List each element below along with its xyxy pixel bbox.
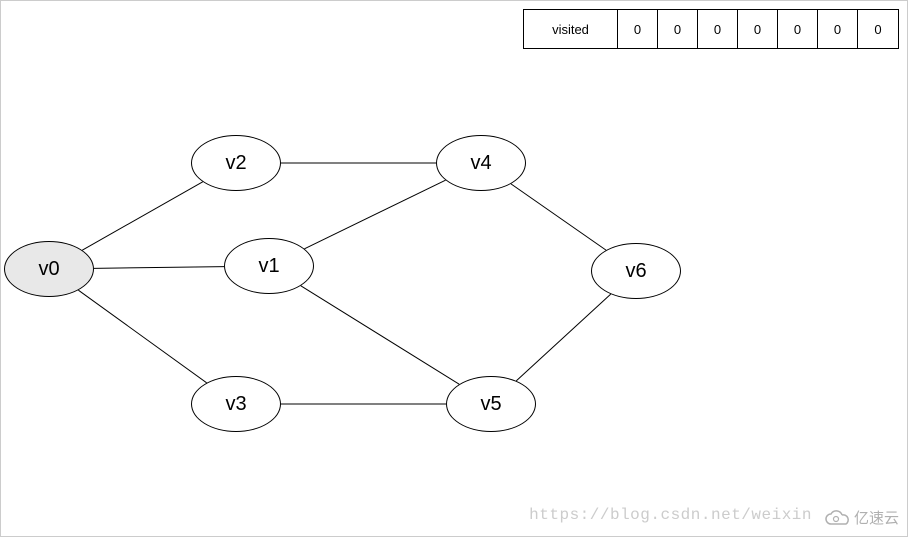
node-v4: v4 bbox=[436, 135, 526, 191]
node-v0: v0 bbox=[4, 241, 94, 297]
node-v6: v6 bbox=[591, 243, 681, 299]
node-v2: v2 bbox=[191, 135, 281, 191]
node-v1: v1 bbox=[224, 238, 314, 294]
node-v3: v3 bbox=[191, 376, 281, 432]
node-v5: v5 bbox=[446, 376, 536, 432]
cloud-icon bbox=[822, 508, 850, 528]
watermark-logo-text: 亿速云 bbox=[854, 507, 899, 528]
graph-nodes: v0 v1 v2 v3 v4 v5 v6 bbox=[1, 1, 908, 538]
watermark-logo: 亿速云 bbox=[822, 507, 899, 528]
watermark-url: https://blog.csdn.net/weixin bbox=[529, 506, 812, 524]
